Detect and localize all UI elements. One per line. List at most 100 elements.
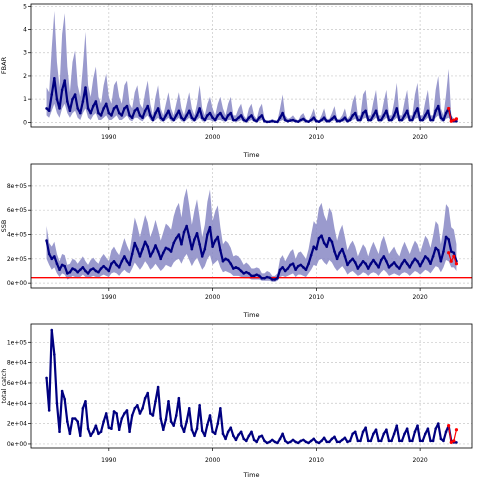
data-point: [213, 239, 217, 242]
data-point: [130, 414, 134, 417]
data-point: [213, 432, 217, 436]
data-point: [400, 262, 404, 265]
data-point: [374, 428, 378, 432]
data-point: [102, 264, 105, 268]
data-point: [58, 107, 61, 110]
data-point: [187, 109, 191, 113]
data-point: [50, 257, 54, 261]
data-point: [348, 118, 352, 122]
data-point: [395, 424, 399, 427]
data-point: [299, 118, 303, 122]
data-point: [156, 107, 160, 110]
data-point: [58, 430, 61, 434]
data-point: [55, 401, 59, 405]
x-tick-label: 2010: [309, 294, 324, 301]
data-point: [382, 432, 386, 436]
data-point: [91, 430, 95, 434]
data-point: [125, 104, 129, 108]
x-tick-label: 2000: [205, 294, 220, 301]
data-point: [107, 269, 111, 273]
data-point: [405, 427, 409, 430]
data-point: [208, 414, 212, 417]
data-point: [219, 407, 222, 410]
y-tick-label: 2: [23, 73, 27, 80]
data-point: [110, 114, 113, 117]
data-point: [125, 409, 129, 412]
data-point: [180, 242, 183, 246]
data-point: [364, 109, 367, 113]
data-point: [247, 116, 251, 120]
data-point: [291, 262, 295, 265]
data-point: [239, 114, 243, 117]
data-point: [154, 111, 157, 115]
data-point: [195, 114, 199, 117]
data-point: [203, 434, 207, 438]
data-point: [190, 428, 194, 432]
data-point: [89, 268, 92, 272]
data-point: [270, 438, 274, 442]
y-tick-label: 0e+00: [7, 280, 27, 287]
data-point: [117, 111, 121, 115]
x-tick-label: 2020: [412, 294, 427, 301]
data-point: [408, 439, 412, 443]
data-point: [439, 259, 443, 263]
data-point: [250, 274, 253, 278]
data-point: [356, 118, 360, 122]
x-tick-label: 2000: [205, 134, 220, 141]
data-point: [426, 109, 430, 113]
data-point: [366, 267, 370, 270]
data-point: [385, 259, 388, 263]
data-point: [312, 116, 316, 120]
data-point: [159, 257, 163, 261]
data-point: [395, 107, 399, 110]
data-point: [252, 438, 256, 442]
data-point: [429, 118, 432, 122]
data-point: [309, 118, 313, 122]
data-point: [436, 249, 440, 252]
data-point: [68, 109, 72, 113]
data-point: [408, 266, 412, 269]
data-point: [47, 109, 51, 113]
data-point: [182, 118, 186, 122]
data-point: [172, 241, 175, 245]
data-point: [328, 440, 331, 444]
data-point: [260, 434, 264, 438]
x-axis-label: Time: [243, 151, 260, 159]
data-point: [53, 353, 56, 356]
data-point: [257, 435, 261, 439]
data-point: [426, 257, 430, 261]
data-point: [234, 438, 238, 442]
data-point: [47, 252, 51, 256]
highlight-point: [452, 118, 456, 122]
data-point: [325, 119, 329, 123]
data-point: [78, 434, 82, 438]
data-point: [55, 262, 59, 265]
data-point: [333, 250, 336, 253]
data-point: [369, 262, 373, 265]
data-point: [102, 420, 105, 423]
data-point: [169, 420, 173, 423]
data-point: [436, 104, 440, 108]
data-point: [182, 230, 186, 234]
data-point: [315, 247, 318, 251]
data-point: [162, 118, 165, 122]
data-point: [403, 114, 406, 117]
data-point: [55, 97, 59, 101]
data-point: [439, 116, 443, 120]
data-point: [66, 420, 69, 423]
data-point: [115, 412, 118, 415]
data-point: [356, 439, 360, 443]
data-point: [151, 414, 155, 417]
data-point: [307, 262, 310, 265]
data-point: [405, 109, 409, 113]
data-point: [366, 118, 370, 122]
data-point: [172, 118, 175, 122]
data-point: [250, 430, 253, 434]
data-point: [291, 118, 295, 122]
data-point: [307, 441, 310, 445]
data-point: [229, 262, 233, 265]
data-point: [245, 119, 248, 123]
x-tick-label: 2010: [309, 134, 324, 141]
data-point: [78, 111, 82, 115]
data-point: [167, 247, 170, 251]
